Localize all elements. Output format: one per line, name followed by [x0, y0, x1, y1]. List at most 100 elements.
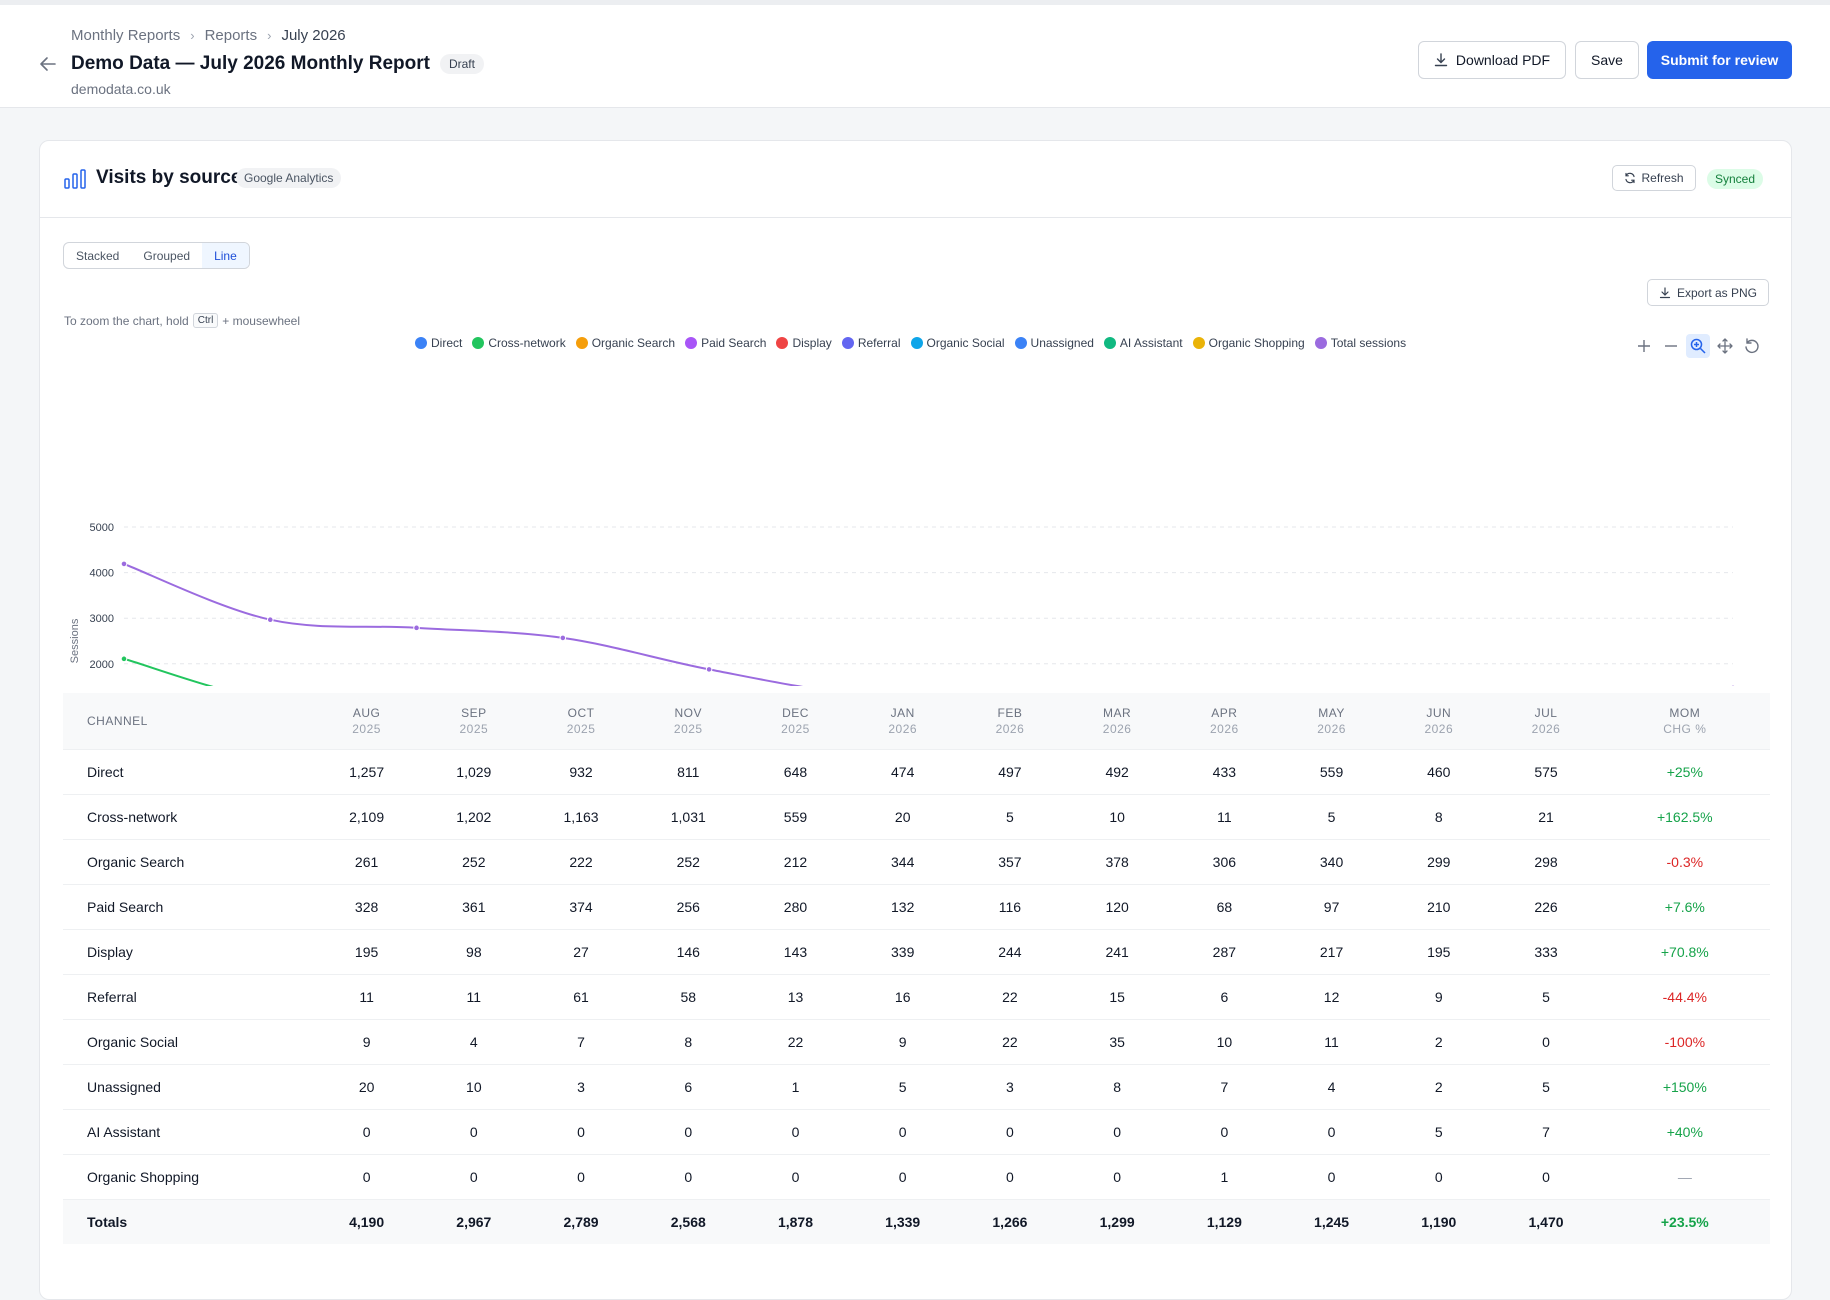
- column-year: 2026: [1531, 721, 1561, 736]
- table-cell: 61: [527, 973, 635, 1019]
- legend-dot: [1314, 337, 1327, 349]
- table-cell: 0: [1385, 1153, 1493, 1199]
- selection-zoom-icon[interactable]: [1686, 334, 1710, 358]
- table-cell: 1,257: [313, 748, 421, 794]
- source-badge: Google Analytics: [236, 168, 342, 188]
- table-row: Referral 11 11 61 58 13 16 22 15 6 12 9 5 -44.4%: [63, 973, 1770, 1019]
- column-header-month: JUN 2026: [1385, 693, 1492, 749]
- channel-name: Paid Search: [63, 883, 313, 929]
- column-month: APR: [1211, 705, 1238, 720]
- legend-dot: [1192, 337, 1205, 349]
- column-month: JUN: [1426, 705, 1452, 720]
- column-month: JUL: [1534, 705, 1558, 720]
- legend-label: Total sessions: [1330, 336, 1407, 350]
- download-icon: [1659, 286, 1671, 298]
- breadcrumb-reports[interactable]: Reports: [204, 27, 258, 44]
- legend-item[interactable]: Display: [776, 336, 832, 350]
- view-line-button[interactable]: Line: [202, 243, 249, 268]
- column-year: 2025: [781, 721, 810, 736]
- table-cell: 648: [741, 748, 850, 794]
- table-cell: 299: [1385, 838, 1493, 884]
- download-icon: [1434, 53, 1448, 67]
- table-cell: 2: [1385, 1063, 1493, 1109]
- table-cell: 0: [420, 1108, 528, 1154]
- table-cell: 287: [1170, 928, 1278, 974]
- data-point: [120, 560, 128, 568]
- legend-item[interactable]: Organic Search: [575, 336, 675, 350]
- table-row: Organic Search 261 252 222 252 212 344 357 378 30…: [63, 838, 1770, 884]
- table-row: Cross-network 2,109 1,202 1,163 1,031 559 20 5 1…: [63, 793, 1770, 839]
- table-cell: 68: [1170, 883, 1278, 929]
- legend-item[interactable]: Total sessions: [1314, 336, 1407, 350]
- pan-icon[interactable]: [1713, 334, 1737, 358]
- view-mode-toggle: Stacked Grouped Line: [63, 242, 250, 269]
- data-point: [120, 655, 128, 663]
- channel-name: Direct: [63, 748, 313, 794]
- refresh-icon: [1625, 172, 1636, 184]
- totals-mom: +23.5%: [1599, 1198, 1770, 1244]
- save-button[interactable]: Save: [1575, 41, 1639, 79]
- table-cell: 5: [1492, 973, 1600, 1019]
- reset-zoom-icon[interactable]: [1740, 334, 1764, 358]
- page-title: Demo Data — July 2026 Monthly Report: [71, 53, 430, 74]
- totals-cell: 1,266: [956, 1198, 1064, 1244]
- table-cell: 344: [849, 838, 957, 884]
- data-point: [266, 616, 274, 624]
- refresh-button[interactable]: Refresh: [1612, 165, 1696, 191]
- totals-row: Totals 4,190 2,967 2,789 2,568 1,878 1,339 1,26…: [63, 1198, 1770, 1244]
- y-tick-label: 4000: [90, 568, 114, 580]
- table-cell: 98: [420, 928, 528, 974]
- legend-item[interactable]: AI Assistant: [1103, 336, 1183, 350]
- column-month: AUG: [352, 705, 381, 720]
- table-cell: 5: [1277, 793, 1386, 839]
- table-cell: 0: [849, 1108, 957, 1154]
- legend-item[interactable]: Cross-network: [472, 336, 566, 350]
- table-cell: 21: [1492, 793, 1600, 839]
- table-cell: 10: [420, 1063, 528, 1109]
- table-cell: 298: [1492, 838, 1600, 884]
- export-png-label: Export as PNG: [1676, 285, 1758, 300]
- table-header-row: CHANNEL AUG 2025 SEP 2025 OCT 2025 NOV 2025 DEC 20…: [63, 693, 1770, 749]
- column-header-month: OCT 2025: [527, 693, 634, 749]
- legend-dot: [415, 337, 427, 349]
- legend-item[interactable]: Referral: [841, 336, 901, 350]
- legend-item[interactable]: Paid Search: [685, 336, 766, 350]
- site-domain: demodata.co.uk: [71, 81, 171, 97]
- table-cell: 226: [1492, 883, 1600, 929]
- back-arrow-icon[interactable]: [38, 54, 60, 76]
- table-cell: 1,031: [634, 793, 742, 839]
- mom-change: -44.4%: [1599, 973, 1770, 1019]
- legend-item[interactable]: Unassigned: [1014, 336, 1094, 350]
- legend-label: Cross-network: [488, 336, 566, 350]
- table-cell: 0: [527, 1108, 635, 1154]
- mom-change: +150%: [1599, 1063, 1770, 1109]
- legend-item[interactable]: Organic Shopping: [1192, 336, 1305, 350]
- table-cell: 116: [956, 883, 1064, 929]
- mom-change: —: [1599, 1153, 1770, 1199]
- zoom-hint: To zoom the chart, hold Ctrl + mousewhee…: [64, 313, 300, 328]
- y-tick-label: 2000: [90, 659, 114, 671]
- zoom-out-icon[interactable]: [1659, 334, 1683, 358]
- table-cell: 217: [1277, 928, 1386, 974]
- table-cell: 0: [313, 1153, 421, 1199]
- view-grouped-button[interactable]: Grouped: [143, 248, 191, 263]
- column-year: 2026: [995, 721, 1025, 736]
- column-header-month: JUL 2026: [1492, 693, 1599, 749]
- table-cell: 0: [1492, 1153, 1600, 1199]
- zoom-in-icon[interactable]: [1632, 334, 1656, 358]
- column-header-month: SEP 2025: [420, 693, 527, 749]
- y-tick-label: 3000: [90, 613, 114, 625]
- legend-item[interactable]: Organic Social: [910, 336, 1005, 350]
- submit-for-review-button[interactable]: Submit for review: [1647, 41, 1792, 79]
- download-pdf-button[interactable]: Download PDF: [1418, 41, 1566, 79]
- breadcrumb-monthly-reports[interactable]: Monthly Reports: [71, 27, 181, 44]
- chart-toolbar: [1629, 334, 1764, 358]
- export-png-button[interactable]: Export as PNG: [1647, 279, 1769, 306]
- totals-cell: 2,789: [527, 1198, 635, 1244]
- view-stacked-button[interactable]: Stacked: [76, 248, 120, 263]
- table-cell: 212: [741, 838, 850, 884]
- table-cell: 0: [420, 1153, 528, 1199]
- legend-item[interactable]: Direct: [415, 336, 462, 350]
- visits-line-chart[interactable]: 010002000300040005000SessionsAug 2025Sep…: [40, 361, 1793, 686]
- column-year: 2025: [673, 721, 703, 736]
